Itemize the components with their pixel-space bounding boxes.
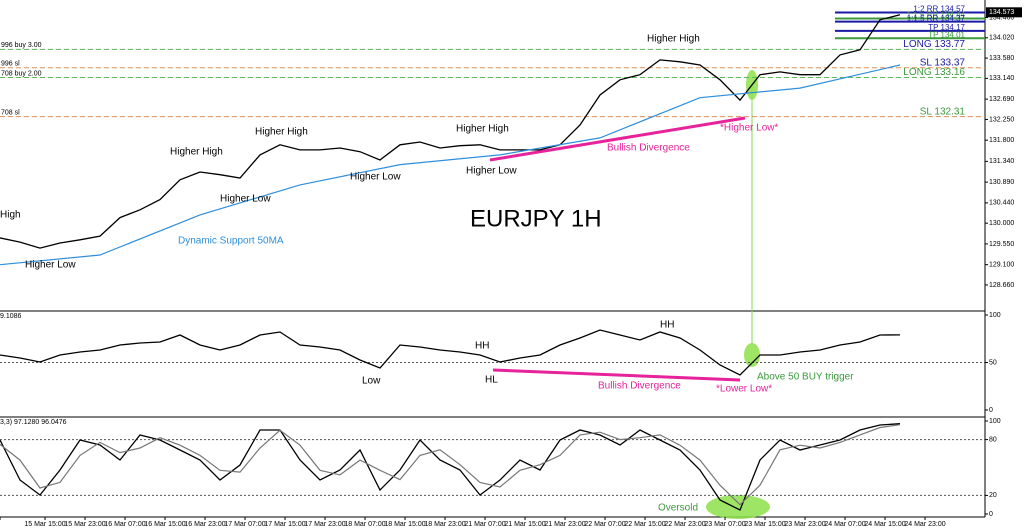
y-tick-label: 20 [989, 492, 997, 499]
x-tick-label: 18 Mar 23:00 [424, 521, 465, 528]
highlight [706, 495, 770, 519]
annotation: HH [660, 320, 674, 331]
order-left-label: 996 sl [1, 61, 20, 68]
order-left-label: 996 buy 3.00 [1, 42, 42, 49]
series-line [0, 424, 901, 506]
annotation: *Lower Low* [716, 384, 772, 395]
annotation: Higher High [170, 147, 223, 158]
annotation: Dynamic Support 50MA [178, 236, 284, 247]
x-tick-label: 18 Mar 07:00 [344, 521, 385, 528]
order-label: SL 133.37 [920, 57, 966, 68]
order-left-label: 708 sl [1, 109, 20, 116]
annotation: Higher Low [25, 260, 76, 271]
x-tick-label: 16 Mar 15:00 [144, 521, 185, 528]
x-tick-label: 24 Mar 15:00 [864, 521, 905, 528]
x-tick-label: 17 Mar 15:00 [264, 521, 305, 528]
x-tick-label: 22 Mar 15:00 [624, 521, 665, 528]
indicator-header: 3,3) 97.1280 96.0476 [0, 419, 67, 426]
x-tick-label: 23 Mar 07:00 [704, 521, 745, 528]
x-tick-label: 17 Mar 07:00 [224, 521, 265, 528]
order-label: SL 132.31 [920, 106, 966, 117]
order-label: 1:2 RR 134.57 [913, 5, 965, 14]
x-tick-label: 21 Mar 23:00 [544, 521, 585, 528]
series-line [0, 14, 901, 249]
y-tick-label: 129.550 [989, 241, 1014, 248]
x-tick-label: 22 Mar 23:00 [664, 521, 705, 528]
y-tick-label: 50 [989, 359, 997, 366]
y-tick-label: 133.140 [989, 75, 1014, 82]
order-label: LONG 133.77 [903, 39, 965, 50]
series-line [0, 423, 901, 511]
y-tick-label: 129.100 [989, 262, 1014, 269]
order-label: TP 134.01 [928, 30, 965, 39]
order-label: TP 134.17 [928, 23, 965, 32]
y-tick-label: 100 [989, 418, 1001, 425]
x-tick-label: 24 Mar 23:00 [904, 521, 945, 528]
annotation: Oversold [658, 503, 698, 514]
annotation: *Higher Low* [720, 123, 778, 134]
x-tick-label: 15 Mar 23:00 [64, 521, 105, 528]
y-tick-label: 131.800 [989, 137, 1014, 144]
series-line [0, 64, 901, 266]
annotation: Above 50 BUY trigger [757, 372, 854, 383]
x-tick-label: 24 Mar 07:00 [824, 521, 865, 528]
divergence-line [492, 368, 741, 382]
annotation: High [0, 210, 21, 221]
y-tick-label: 132.250 [989, 116, 1014, 123]
y-tick-label: 130.440 [989, 200, 1014, 207]
x-tick-label: 15 Mar 15:00 [24, 521, 65, 528]
annotation: Higher Low [350, 172, 401, 183]
annotation: Higher High [255, 127, 308, 138]
divergence-line [489, 116, 746, 162]
x-tick-label: 23 Mar 15:00 [744, 521, 785, 528]
order-label: 1:1.5 RR 134.44 [907, 11, 966, 20]
annotation: Low [362, 376, 381, 387]
annotation: HH [475, 341, 489, 352]
order-label: 1:1.5 RR 134.37 [907, 14, 966, 23]
annotation: HL [485, 375, 498, 386]
y-tick-label: 131.340 [989, 158, 1014, 165]
highlight [744, 343, 760, 367]
series-line [0, 329, 901, 376]
y-tick-label: 134.020 [989, 35, 1014, 42]
x-tick-label: 21 Mar 07:00 [464, 521, 505, 528]
indicator-header: 9.1086 [0, 313, 22, 320]
x-tick-label: 18 Mar 15:00 [384, 521, 425, 528]
annotation: Higher High [647, 34, 700, 45]
x-tick-label: 16 Mar 23:00 [184, 521, 225, 528]
y-tick-label: 0 [989, 511, 993, 518]
annotation: Bullish Divergence [598, 381, 681, 392]
y-tick-label: 80 [989, 436, 997, 443]
x-tick-label: 17 Mar 23:00 [304, 521, 345, 528]
current-price-label: 134.573 [989, 9, 1014, 16]
order-label: LONG 133.16 [903, 67, 965, 78]
x-tick-label: 23 Mar 23:00 [784, 521, 825, 528]
chart-title: EURJPY 1H [470, 205, 602, 232]
annotation: Higher Low [466, 166, 517, 177]
y-tick-label: 0 [989, 407, 993, 414]
current-price-box [986, 7, 1022, 18]
annotation: Higher Low [220, 194, 271, 205]
annotation: Higher High [456, 124, 509, 135]
order-left-label: 708 buy 2.00 [1, 70, 42, 77]
y-tick-label: 100 [989, 312, 1001, 319]
x-tick-label: 22 Mar 07:00 [584, 521, 625, 528]
y-tick-label: 130.890 [989, 179, 1014, 186]
x-tick-label: 16 Mar 07:00 [104, 521, 145, 528]
y-tick-label: 128.660 [989, 282, 1014, 289]
y-tick-label: 134.460 [989, 14, 1014, 21]
y-tick-label: 133.580 [989, 55, 1014, 62]
y-tick-label: 132.690 [989, 96, 1014, 103]
annotation: Bullish Divergence [607, 143, 690, 154]
x-tick-label: 21 Mar 15:00 [504, 521, 545, 528]
y-tick-label: 130.000 [989, 220, 1014, 227]
